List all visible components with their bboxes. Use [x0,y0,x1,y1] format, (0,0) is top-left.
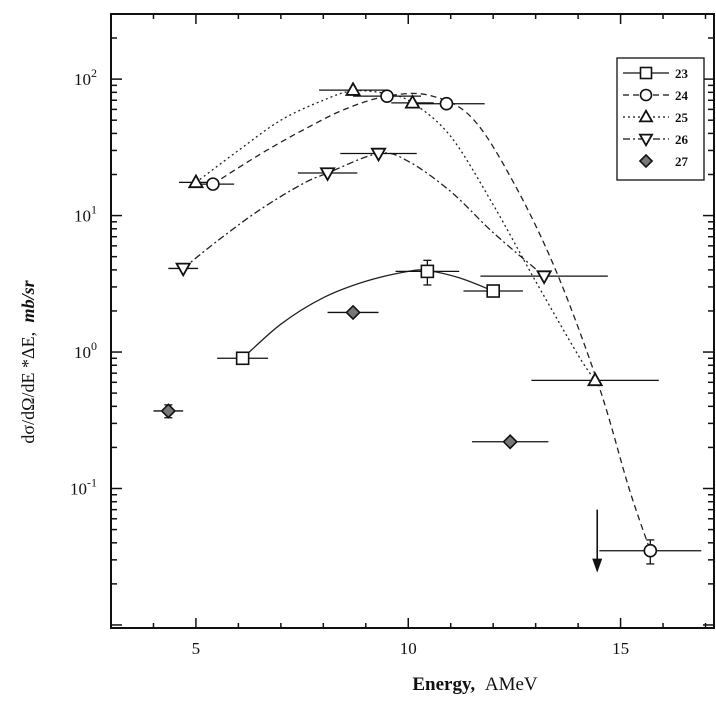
point-series-24 [380,89,394,103]
y-tick-label: 10-1 [70,475,97,498]
y-axis-label-main: dσ/dΩ/dE *ΔE, [18,332,38,444]
frame-layer [110,13,715,629]
point-series-23 [235,351,250,366]
legend-label-24: 24 [675,88,689,103]
y-axis-label: dσ/dΩ/dE *ΔE, mb/sr [18,279,38,443]
tick-labels: 5 10 15 10-1 100 101 102 [70,66,629,658]
x-tick-label: 15 [612,639,629,658]
legend-label-27: 27 [675,154,689,169]
legend-marker-27 [638,153,654,169]
x-tick-label: 10 [400,639,417,658]
point-series-26 [535,270,553,285]
point-series-24 [643,543,658,558]
point-series-24 [206,177,220,191]
y-axis-label-unit: mb/sr [18,279,38,322]
y-tick-label: 100 [74,339,97,362]
point-series-27 [345,304,361,321]
curve-series-25 [195,89,596,381]
legend-marker-25 [638,108,654,123]
point-series-25 [344,81,362,96]
point-series-24 [439,96,454,111]
point-series-27 [502,434,518,450]
legend-label-23: 23 [675,66,689,81]
point-series-27 [160,403,177,419]
point-series-23 [486,284,500,298]
plot-frame [110,13,715,629]
upper-limit-arrow-head [592,558,603,573]
point-series-25 [586,371,604,387]
point-series-26 [319,167,336,182]
legend-label-25: 25 [675,110,689,125]
annotations [592,509,603,573]
legend-marker-26 [638,133,654,148]
x-axis-label-unit: AMeV [485,674,538,695]
x-axis-label: Energy, AMeV [412,674,538,695]
curve-series-26 [182,152,545,277]
legend-label-26: 26 [675,132,689,147]
legend-box [616,57,705,181]
axis-ticks [110,13,714,628]
x-tick-label: 5 [192,639,201,658]
legend-marker-24 [639,88,653,102]
y-tick-label: 102 [74,66,97,89]
point-series-25 [187,173,205,189]
legend: 23 24 25 26 27 [616,57,705,181]
y-tick-label: 101 [74,203,97,226]
point-series-23 [420,264,435,279]
data-markers [160,81,658,558]
fit-curves [182,89,651,551]
axis-titles: Energy, AMeV dσ/dΩ/dE *ΔE, mb/sr [18,279,538,695]
x-axis-label-main: Energy, [412,674,475,695]
point-series-26 [370,147,387,163]
point-series-25 [404,94,421,109]
curve-series-24 [212,92,651,551]
curve-series-23 [242,269,494,359]
point-series-26 [175,262,192,278]
legend-marker-23 [639,66,653,80]
